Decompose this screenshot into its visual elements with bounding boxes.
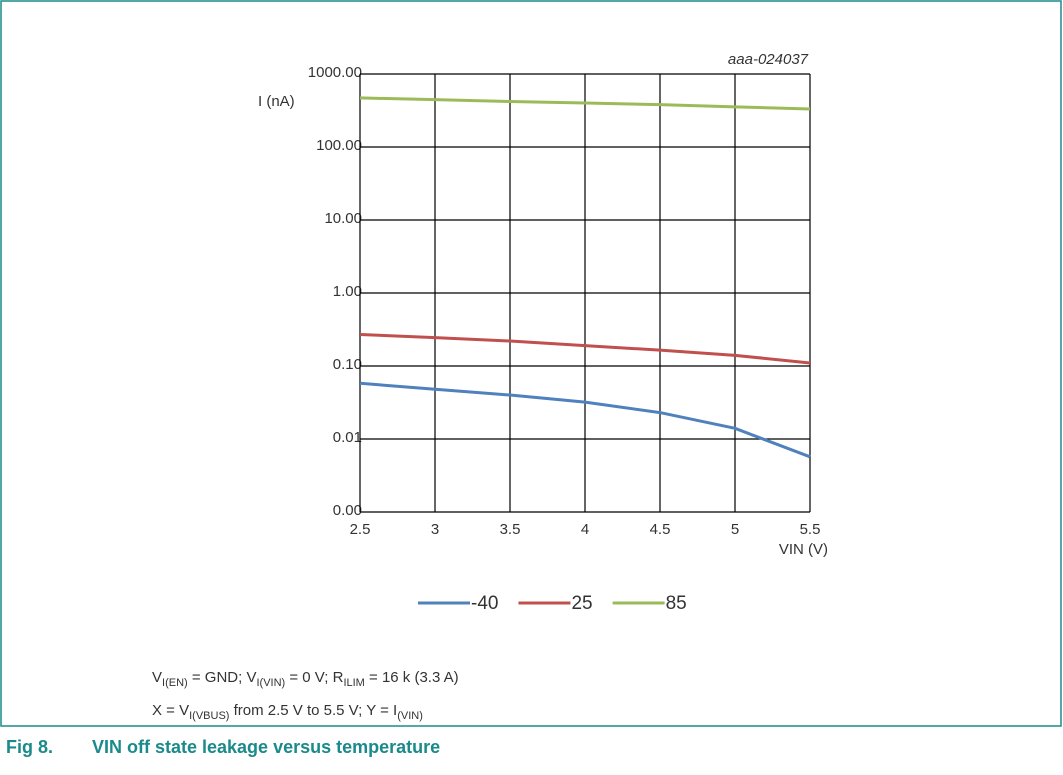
note-subscript: I(VIN)	[256, 677, 285, 689]
note-text: X = V	[152, 702, 189, 719]
y-tick-label: 1.00	[333, 283, 362, 300]
y-tick-label: 0.10	[333, 356, 362, 373]
note-text: = 16 k (3.3 A)	[365, 669, 459, 686]
y-tick-label: 10.00	[324, 210, 362, 227]
x-tick-label: 5.5	[800, 521, 821, 538]
series-line	[359, 333, 811, 365]
annotation: aaa-024037	[728, 51, 809, 68]
note: VI(EN) = GND; VI(VIN) = 0 V; RILIM = 16 …	[152, 669, 459, 689]
x-tick-label: 4	[581, 521, 589, 538]
note-subscript: I(EN)	[162, 677, 188, 689]
legend-label: 85	[666, 593, 687, 614]
x-tick-label: 4.5	[650, 521, 671, 538]
frame	[0, 0, 1062, 727]
y-axis-label: I (nA)	[258, 93, 295, 110]
x-tick-label: 2.5	[350, 521, 371, 538]
y-tick-label: 0.01	[333, 429, 362, 446]
note-subscript: (VIN)	[397, 710, 423, 722]
figure-number: Fig 8.	[6, 737, 53, 757]
x-axis-label: VIN (V)	[779, 541, 828, 558]
x-tick-label: 5	[731, 521, 739, 538]
note-text: = 0 V; R	[285, 669, 343, 686]
note-subscript: I(VBUS)	[189, 710, 229, 722]
figure-title: VIN off state leakage versus temperature	[92, 737, 440, 757]
x-tick-label: 3	[431, 521, 439, 538]
note-text: = GND; V	[188, 669, 257, 686]
note-text: V	[152, 669, 162, 686]
y-tick-label: 1000.00	[308, 64, 362, 81]
y-tick-label: 100.00	[316, 137, 362, 154]
note: X = VI(VBUS) from 2.5 V to 5.5 V; Y = I(…	[152, 702, 423, 722]
y-tick-label: 0.00	[333, 502, 362, 519]
note-text: from 2.5 V to 5.5 V; Y = I	[229, 702, 397, 719]
series-line	[359, 381, 811, 459]
legend-label: 25	[571, 593, 592, 614]
legend-label: -40	[471, 593, 498, 614]
x-tick-label: 3.5	[500, 521, 521, 538]
series-line	[359, 96, 811, 111]
note-subscript: ILIM	[343, 677, 364, 689]
